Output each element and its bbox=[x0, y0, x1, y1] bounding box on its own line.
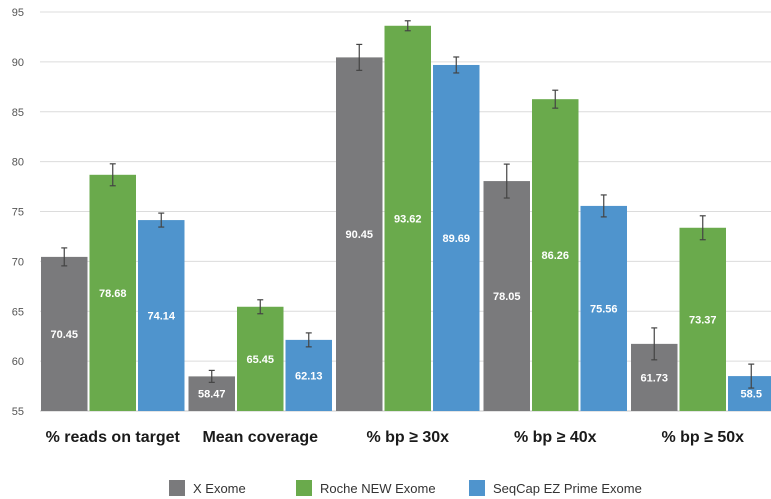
data-label: 78.68 bbox=[99, 288, 127, 300]
x-category-label: Mean coverage bbox=[202, 429, 318, 446]
y-tick-label: 60 bbox=[12, 356, 24, 368]
bar bbox=[285, 339, 332, 411]
bar bbox=[433, 64, 480, 411]
data-label: 90.45 bbox=[345, 229, 373, 241]
data-label: 74.14 bbox=[147, 311, 175, 323]
y-tick-label: 70 bbox=[12, 256, 24, 268]
bar bbox=[580, 205, 627, 411]
data-label: 65.45 bbox=[246, 354, 274, 366]
x-axis-categories: % reads on target Mean coverage % bp ≥ 30x… bbox=[46, 429, 745, 446]
data-label: 58.5 bbox=[741, 389, 762, 401]
data-label: 61.73 bbox=[640, 372, 668, 384]
bars bbox=[41, 25, 771, 411]
y-axis-ticks: 55 60 65 70 75 80 85 90 95 bbox=[12, 7, 24, 418]
bar bbox=[679, 227, 726, 411]
x-category-label: % bp ≥ 30x bbox=[366, 429, 449, 446]
legend: X Exome Roche NEW Exome SeqCap EZ Prime Ex… bbox=[169, 480, 642, 496]
y-tick-label: 75 bbox=[12, 207, 24, 219]
y-tick-label: 80 bbox=[12, 157, 24, 169]
data-label: 93.62 bbox=[394, 213, 422, 225]
data-label: 78.05 bbox=[493, 291, 521, 303]
legend-swatch bbox=[169, 480, 185, 496]
data-label: 70.45 bbox=[50, 329, 78, 341]
y-tick-label: 95 bbox=[12, 7, 24, 19]
data-label: 86.26 bbox=[541, 250, 569, 262]
bar bbox=[138, 220, 185, 411]
error-bars bbox=[61, 20, 755, 389]
legend-swatch bbox=[469, 480, 485, 496]
bar bbox=[728, 376, 771, 411]
legend-swatch bbox=[296, 480, 312, 496]
bar bbox=[41, 256, 88, 411]
bar bbox=[532, 99, 579, 411]
y-tick-label: 85 bbox=[12, 107, 24, 119]
bar bbox=[336, 57, 383, 411]
bar bbox=[89, 174, 136, 411]
x-category-label: % reads on target bbox=[46, 429, 181, 446]
legend-label: SeqCap EZ Prime Exome bbox=[493, 481, 642, 496]
legend-label: X Exome bbox=[193, 481, 246, 496]
bar bbox=[483, 181, 530, 411]
legend-label: Roche NEW Exome bbox=[320, 481, 436, 496]
x-category-label: % bp ≥ 40x bbox=[514, 429, 597, 446]
data-label: 58.47 bbox=[198, 389, 226, 401]
data-labels: 70.45 78.68 74.14 58.47 65.45 62.13 90.45 93.62… bbox=[50, 213, 761, 400]
y-tick-label: 65 bbox=[12, 306, 24, 318]
data-label: 89.69 bbox=[442, 233, 470, 245]
bar bbox=[384, 25, 431, 411]
data-label: 75.56 bbox=[590, 303, 618, 315]
x-category-label: % bp ≥ 50x bbox=[661, 429, 744, 446]
y-tick-label: 55 bbox=[12, 406, 24, 418]
y-tick-label: 90 bbox=[12, 57, 24, 69]
data-label: 62.13 bbox=[295, 370, 323, 382]
data-label: 73.37 bbox=[689, 314, 717, 326]
bar bbox=[237, 306, 284, 411]
